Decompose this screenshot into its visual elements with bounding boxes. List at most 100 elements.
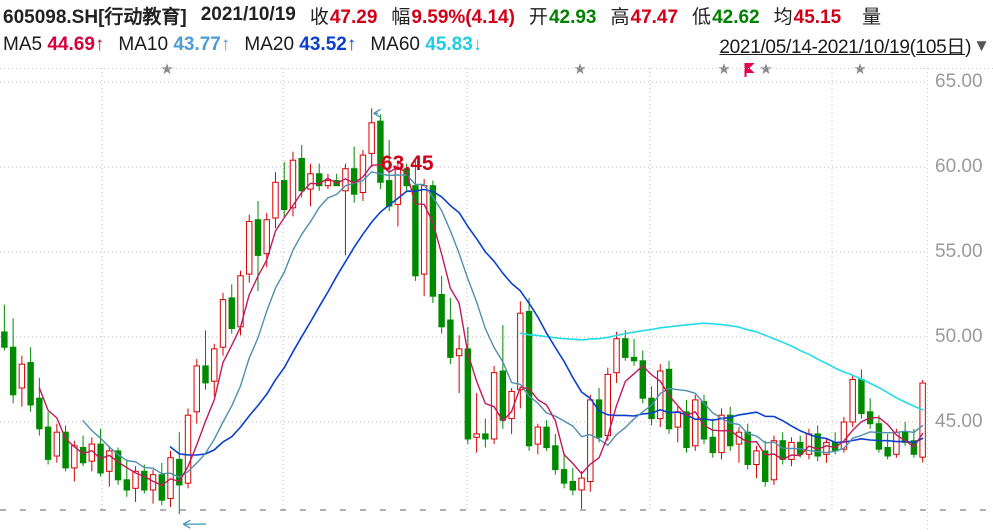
candle-bar <box>176 458 183 486</box>
candle-bar <box>770 440 778 481</box>
candle-bar <box>709 436 716 454</box>
ma10-line <box>82 171 924 478</box>
candle-bar <box>368 122 375 154</box>
candle-bar <box>44 426 52 460</box>
candle-bar <box>289 159 297 209</box>
candle-bar <box>263 219 270 255</box>
candle-bar <box>919 382 926 458</box>
star-marker-icon[interactable]: ★ <box>160 61 174 78</box>
candle-bar <box>71 445 78 469</box>
date-range-picker[interactable]: 2021/05/14-2021/10/19(105日) ▼ <box>719 30 990 60</box>
chevron-down-icon[interactable]: ▼ <box>973 35 990 55</box>
candle-bar <box>412 185 419 277</box>
candle-bar <box>141 470 148 491</box>
quote-field-value: 47.29 <box>329 6 378 28</box>
candle-bar <box>385 180 393 207</box>
y-axis-tick-label: 60.00 <box>935 156 983 177</box>
candle-bar <box>901 431 909 443</box>
candle-bar <box>447 319 454 358</box>
chart-canvas <box>0 68 993 532</box>
candle-bar <box>665 368 673 430</box>
candle-bar <box>700 401 708 440</box>
candle-bar <box>657 370 664 420</box>
flag-marker-icon[interactable] <box>744 63 756 77</box>
candle-bar <box>569 481 577 491</box>
candle-bar <box>823 441 830 455</box>
candle-bar <box>228 297 235 329</box>
candle-bar <box>517 312 524 391</box>
ma20-line <box>169 188 924 456</box>
candle-bar <box>613 338 620 374</box>
star-marker-icon[interactable]: ★ <box>759 61 773 78</box>
quote-field-label: 高 <box>610 6 630 28</box>
ma5-line <box>38 163 924 486</box>
quote-field-value: 47.47 <box>630 6 679 28</box>
candle-bar <box>884 447 891 457</box>
volume-label: 量 <box>862 6 882 28</box>
candle-bar <box>753 450 760 465</box>
candle-bar <box>429 185 437 297</box>
ma-values: MA5 44.69↑ MA10 43.77↑ MA20 43.52↑ MA60 45.… <box>3 34 496 56</box>
candle-bar <box>473 433 480 438</box>
y-axis-tick-label: 45.00 <box>935 411 983 432</box>
y-axis-tick-label: 50.00 <box>935 326 983 347</box>
date-range-text: 2021/05/14-2021/10/19(105日) <box>719 36 972 58</box>
quote-fields: 收47.29 幅9.59%(4.14) 开42.93 高47.47 低42.62 均45.… <box>310 2 855 29</box>
candle-bar <box>692 399 699 447</box>
quote-field-value: 9.59%(4.14) <box>411 6 515 28</box>
candle-bar <box>683 411 690 448</box>
candle-bar <box>9 346 17 396</box>
candle-bar <box>779 440 786 460</box>
candle-bar <box>184 414 192 484</box>
star-marker-icon[interactable]: ★ <box>853 61 867 78</box>
quote-field-label: 低 <box>692 6 712 28</box>
candle-bar <box>674 411 681 428</box>
candle-bar <box>62 431 69 469</box>
candle-bar <box>36 397 43 430</box>
candle-bar <box>158 474 165 501</box>
candle-bar <box>1 331 8 348</box>
quote-field-label: 均 <box>773 6 793 28</box>
candle-bar <box>254 219 262 256</box>
star-marker-icon[interactable]: ★ <box>717 61 731 78</box>
ma-value-ma60: 45.83↓ <box>425 34 483 55</box>
quote-field-label: 收 <box>309 6 329 28</box>
candle-bar <box>114 450 122 481</box>
candle-bar <box>744 431 751 466</box>
candle-bar <box>123 479 131 491</box>
star-marker-icon[interactable]: ★ <box>573 61 587 78</box>
candle-bar <box>132 470 139 489</box>
candle-bar <box>193 365 200 413</box>
ma60-line <box>519 322 924 411</box>
candle-bar <box>281 180 288 210</box>
ma-header-row: MA5 44.69↑ MA10 43.77↑ MA20 43.52↑ MA60 45.… <box>0 30 993 60</box>
candle-bar <box>298 158 305 192</box>
candle-bar <box>499 370 507 421</box>
candlestick-series <box>1 108 926 515</box>
quote-date: 2021/10/19 <box>200 4 296 25</box>
quote-field-value: 45.15 <box>793 6 842 28</box>
candle-bar <box>552 445 559 471</box>
candle-bar <box>464 348 472 440</box>
candle-bar <box>18 363 26 389</box>
candle-bar <box>718 414 725 454</box>
candle-bar <box>106 450 113 472</box>
candle-bar <box>560 469 568 484</box>
annotation-arrows <box>182 108 381 529</box>
candle-bar <box>604 373 612 437</box>
candle-bar <box>840 421 848 450</box>
candle-bar <box>315 173 323 187</box>
symbol-name: 605098.SH[行动教育] <box>3 6 187 28</box>
candle-bar <box>543 426 550 449</box>
candle-bar <box>534 426 542 445</box>
event-marker-strip: ★ ★ ★ ★ ★ <box>0 60 993 81</box>
candle-bar <box>639 360 646 399</box>
candle-bar <box>420 185 428 275</box>
quote-header-row: 605098.SH[行动教育] 2021/10/19 收47.29 幅9.59%(… <box>0 0 993 30</box>
candle-bar <box>622 338 629 358</box>
candle-bar <box>53 431 61 457</box>
quote-field-value: 42.62 <box>712 6 760 28</box>
candle-bar <box>246 220 253 275</box>
candle-bar <box>324 180 332 187</box>
